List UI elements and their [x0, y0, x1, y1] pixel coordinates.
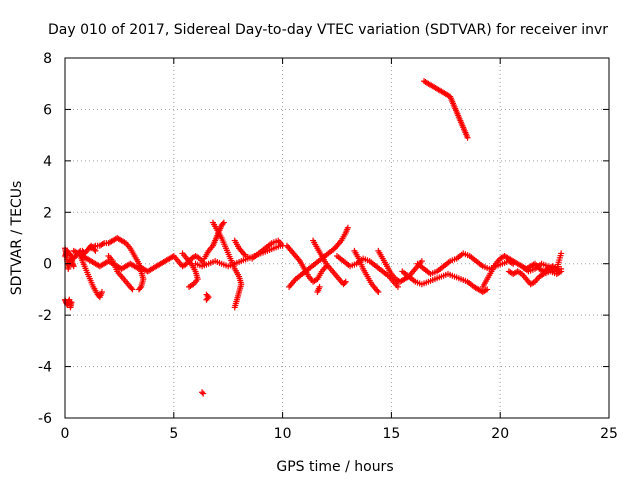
- y-tick-label: -2: [38, 308, 52, 324]
- x-tick-label: 20: [491, 426, 509, 442]
- y-tick-label: -4: [38, 360, 52, 376]
- y-tick-label: 4: [43, 154, 52, 170]
- chart-title: Day 010 of 2017, Sidereal Day-to-day VTE…: [48, 22, 608, 38]
- y-tick-label: 8: [43, 51, 52, 67]
- data-point-marker: [203, 296, 210, 303]
- x-tick-label: 15: [382, 426, 400, 442]
- y-tick-label: 0: [43, 257, 52, 273]
- y-axis-label: SDTVAR / TECUs: [9, 181, 25, 296]
- data-point-marker: [92, 247, 99, 254]
- data-point-marker: [199, 389, 206, 396]
- plot-frame: [64, 57, 610, 419]
- data-point-marker: [98, 289, 105, 295]
- data-point-marker: [200, 390, 207, 397]
- data-point-marker: [316, 283, 323, 290]
- data-point-marker: [558, 250, 565, 257]
- y-tick-label: 2: [43, 205, 52, 221]
- data-point-marker: [219, 220, 226, 227]
- data-point-marker: [70, 263, 77, 270]
- data-point-marker: [394, 283, 401, 290]
- data-points: [62, 78, 565, 397]
- x-tick-label: 25: [600, 426, 618, 442]
- data-point-marker: [464, 134, 471, 141]
- data-point-marker: [68, 299, 75, 306]
- y-tick-label: 6: [43, 102, 52, 118]
- y-tick-label: -6: [38, 411, 52, 427]
- grid: [65, 58, 609, 418]
- axis-ticks: 0 5 10 15 20 25 -6 -4 -2 0 2 4 6 8: [38, 51, 618, 442]
- data-point-marker: [418, 258, 425, 265]
- data-point-marker: [341, 280, 348, 286]
- data-point-marker: [186, 283, 193, 290]
- data-point-marker: [344, 224, 351, 231]
- data-point-marker: [128, 285, 135, 292]
- data-point-marker: [231, 304, 238, 311]
- x-axis-label: GPS time / hours: [276, 459, 393, 475]
- data-point-marker: [137, 285, 144, 292]
- data-point-marker: [129, 286, 136, 293]
- data-point-marker: [484, 286, 491, 293]
- data-point-marker: [375, 289, 382, 295]
- data-point-marker: [204, 295, 211, 302]
- data-point-marker: [558, 265, 565, 272]
- data-point-marker: [220, 219, 227, 226]
- data-point-marker: [342, 278, 349, 285]
- x-tick-label: 5: [169, 426, 178, 442]
- x-tick-label: 10: [274, 426, 292, 442]
- data-point-marker: [135, 286, 142, 293]
- data-point-marker: [374, 287, 381, 294]
- x-tick-label: 0: [61, 426, 70, 442]
